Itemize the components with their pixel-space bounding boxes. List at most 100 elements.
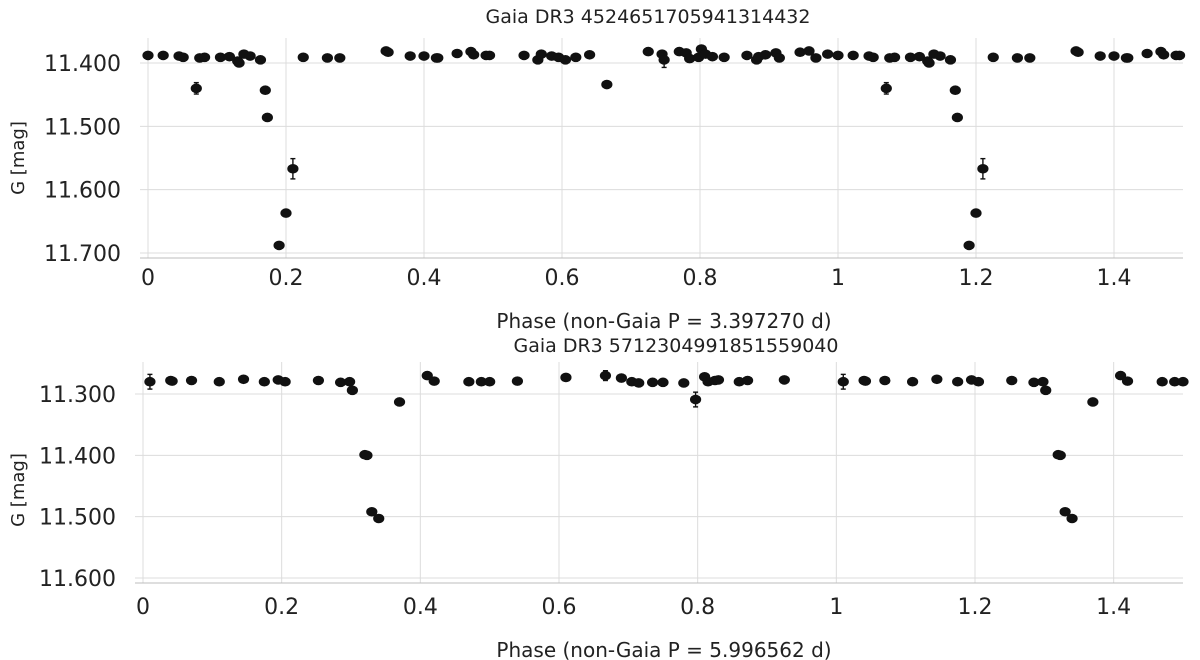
data-point bbox=[1087, 397, 1099, 407]
data-point bbox=[535, 49, 547, 59]
data-point bbox=[321, 53, 333, 63]
data-point bbox=[214, 52, 227, 63]
data-point bbox=[1094, 51, 1106, 61]
data-point bbox=[810, 53, 822, 63]
data-point bbox=[1158, 49, 1170, 60]
data-point bbox=[741, 50, 753, 61]
data-point bbox=[847, 50, 859, 61]
data-point bbox=[733, 376, 745, 387]
data-point bbox=[822, 49, 834, 59]
data-point bbox=[198, 52, 211, 63]
data-point bbox=[773, 53, 785, 63]
chart-panel-bottom: Gaia DR3 5712304991851559040 G [mag] Pha… bbox=[8, 335, 1189, 660]
data-point bbox=[335, 377, 347, 388]
data-point bbox=[259, 85, 271, 96]
data-point bbox=[570, 52, 582, 63]
data-point bbox=[832, 50, 844, 61]
data-point bbox=[904, 52, 917, 63]
data-point bbox=[468, 49, 480, 60]
data-point bbox=[142, 50, 154, 61]
y-tick-label: 11.400 bbox=[39, 444, 116, 469]
data-point bbox=[888, 52, 901, 63]
data-point bbox=[254, 55, 267, 65]
data-point bbox=[518, 50, 530, 61]
data-point bbox=[684, 53, 696, 64]
data-point bbox=[970, 208, 982, 218]
data-point bbox=[944, 55, 957, 65]
data-point bbox=[1122, 53, 1134, 63]
x-tick-label: 0.6 bbox=[545, 266, 580, 291]
data-point bbox=[584, 49, 596, 60]
data-point bbox=[346, 385, 358, 396]
data-point bbox=[1024, 53, 1036, 63]
data-point bbox=[258, 376, 270, 387]
data-point bbox=[718, 52, 730, 63]
data-point bbox=[366, 506, 378, 517]
x-tick-label: 0.8 bbox=[683, 266, 718, 291]
data-series bbox=[144, 369, 1189, 524]
data-point bbox=[706, 51, 719, 62]
data-point bbox=[678, 378, 690, 388]
data-point bbox=[144, 376, 156, 387]
data-point bbox=[951, 112, 963, 123]
data-point bbox=[759, 49, 772, 60]
x-tick-label: 1.4 bbox=[1097, 266, 1132, 291]
data-point bbox=[428, 376, 440, 386]
data-point bbox=[859, 376, 872, 386]
data-point bbox=[280, 208, 292, 218]
data-point bbox=[373, 513, 385, 524]
data-point bbox=[657, 377, 669, 388]
data-point bbox=[741, 375, 754, 386]
data-point bbox=[404, 51, 416, 61]
data-point bbox=[185, 375, 198, 386]
data-point bbox=[1169, 376, 1181, 387]
grid bbox=[140, 38, 1183, 259]
chart-title: Gaia DR3 5712304991851559040 bbox=[514, 335, 839, 357]
x-axis-label: Phase (non-Gaia P = 3.397270 d) bbox=[496, 309, 831, 333]
data-point bbox=[244, 51, 256, 61]
data-point bbox=[712, 375, 725, 385]
data-point bbox=[166, 376, 178, 386]
data-point bbox=[599, 370, 612, 381]
data-point bbox=[601, 79, 613, 90]
data-point bbox=[237, 374, 250, 385]
data-point bbox=[1072, 47, 1084, 58]
data-point bbox=[837, 376, 849, 387]
y-axis-label: G [mag] bbox=[8, 453, 29, 527]
data-point bbox=[1066, 513, 1078, 524]
y-tick-label: 11.500 bbox=[39, 506, 116, 531]
data-point bbox=[972, 376, 985, 387]
data-point bbox=[344, 376, 356, 387]
x-tick-label: 1.4 bbox=[1096, 595, 1131, 620]
x-tick-label: 0.2 bbox=[269, 266, 304, 291]
data-point bbox=[287, 163, 299, 174]
data-point bbox=[913, 51, 926, 62]
x-tick-label: 0.2 bbox=[264, 595, 299, 620]
data-point bbox=[658, 55, 670, 65]
data-point bbox=[382, 47, 394, 58]
data-point bbox=[647, 377, 659, 388]
data-point bbox=[963, 240, 975, 251]
data-point bbox=[1006, 375, 1018, 386]
data-point bbox=[273, 240, 285, 251]
x-tick-label: 0.4 bbox=[407, 266, 442, 291]
data-point bbox=[879, 375, 891, 386]
data-point bbox=[190, 83, 202, 94]
data-point bbox=[177, 52, 189, 63]
data-point bbox=[559, 55, 572, 65]
data-point bbox=[213, 376, 225, 387]
data-point bbox=[1141, 48, 1153, 59]
data-point bbox=[1173, 50, 1186, 61]
chart-panel-top: Gaia DR3 4524651705941314432 G [mag] Pha… bbox=[8, 6, 1186, 333]
data-point bbox=[312, 375, 325, 386]
y-tick-label: 11.300 bbox=[39, 383, 116, 408]
y-tick-label: 11.600 bbox=[44, 179, 121, 204]
data-point bbox=[934, 51, 946, 61]
data-point bbox=[483, 50, 496, 61]
data-series bbox=[142, 44, 1186, 251]
data-point bbox=[334, 53, 346, 63]
x-tick-label: 0.8 bbox=[680, 595, 715, 620]
data-point bbox=[261, 112, 273, 123]
data-point bbox=[1037, 376, 1049, 387]
